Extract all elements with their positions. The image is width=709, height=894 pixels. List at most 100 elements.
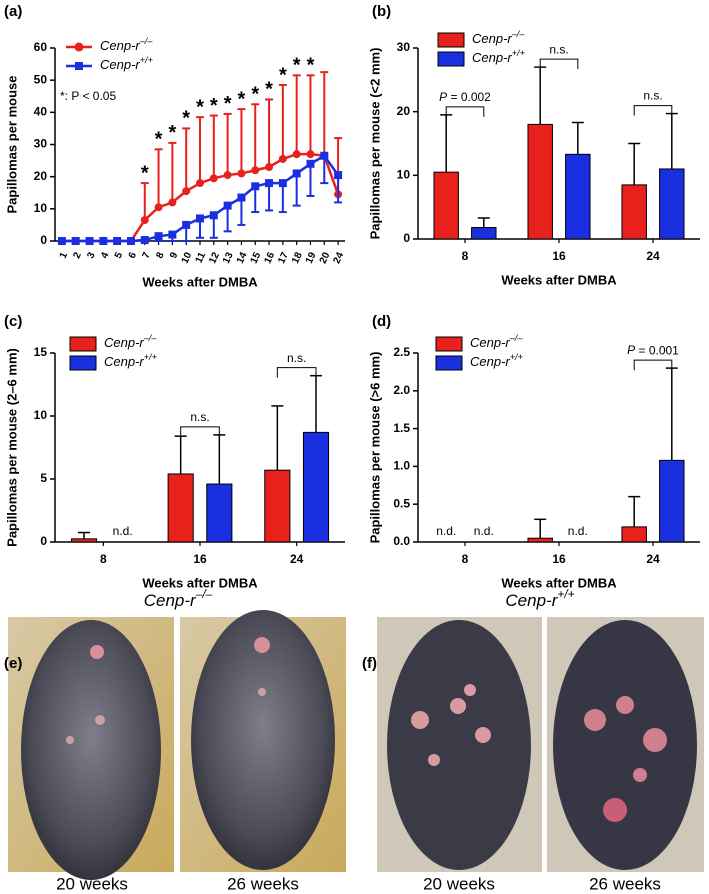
- significance-mark: *: [224, 93, 232, 115]
- panel-letter: (f): [362, 655, 377, 672]
- x-tick-label: 19: [304, 250, 319, 265]
- chart-panel: (c) 0 5 10 15 Papillomas per mouse (2–6 mm) We…: [4, 313, 345, 590]
- point: [209, 211, 218, 220]
- x-tick-label: 16: [552, 552, 566, 566]
- comparison-label: n.s.: [643, 89, 662, 103]
- bar: [621, 526, 647, 543]
- y-tick-label: 0: [40, 534, 47, 548]
- significance-mark: *: [210, 95, 218, 117]
- x-tick-label: 16: [262, 250, 277, 265]
- x-tick-label: 20: [318, 250, 333, 265]
- point: [99, 237, 108, 245]
- significance-mark: *: [196, 96, 204, 118]
- x-axis-title: Weeks after DMBA: [142, 274, 258, 289]
- comparison-label: n.s.: [287, 351, 306, 365]
- point: [113, 237, 122, 245]
- point: [140, 216, 149, 225]
- bar: [302, 431, 330, 543]
- comparison-bracket: [445, 106, 485, 117]
- x-tick-label: 8: [462, 552, 469, 566]
- x-tick-label: 8: [154, 250, 167, 260]
- y-tick-label: 10: [34, 408, 48, 422]
- x-tick-label: 5: [113, 250, 126, 260]
- point: [223, 171, 232, 180]
- y-tick-label: 0.5: [393, 496, 410, 510]
- point: [292, 150, 301, 159]
- significance-mark: *: [238, 88, 246, 110]
- y-tick-label: 0.0: [393, 534, 410, 548]
- y-tick-label: 10: [34, 201, 48, 215]
- legend-label: Cenp-r+/+: [104, 352, 157, 369]
- tumor: [428, 754, 440, 766]
- y-tick-label: 0: [40, 233, 47, 247]
- legend-marker: [74, 42, 84, 52]
- y-axis-title: Papillomas per mouse (2–6 mm): [4, 348, 19, 547]
- chart-panel: (d) 0.0 0.5 1.0 1.5 2.0 2.5 Papillomas per mous…: [367, 313, 700, 590]
- legend-swatch: [69, 355, 97, 371]
- bar: [527, 123, 553, 240]
- panel-title: Cenp-r+/+: [505, 587, 574, 610]
- point: [182, 187, 191, 196]
- point: [237, 193, 246, 202]
- x-tick-label: 11: [194, 250, 209, 265]
- x-tick-label: 4: [99, 250, 112, 260]
- legend-label: Cenp-r+/+: [472, 48, 525, 65]
- x-tick-label: 1: [58, 250, 71, 260]
- y-tick-label: 50: [34, 72, 48, 86]
- x-tick-label: 8: [462, 249, 469, 263]
- panel-title: Cenp-r–/–: [144, 587, 213, 610]
- point: [168, 230, 177, 239]
- value-label: n.d.: [436, 524, 456, 538]
- significance-mark: *: [265, 79, 273, 101]
- y-tick-label: 30: [397, 40, 411, 54]
- legend-label: Cenp-r+/+: [470, 352, 523, 369]
- x-tick-label: 14: [235, 250, 250, 265]
- significance-mark: *: [168, 122, 176, 144]
- tumor: [411, 711, 429, 729]
- x-tick-label: 17: [276, 250, 291, 265]
- legend-label: Cenp-r–/–: [104, 333, 157, 350]
- comparison-label: n.s.: [190, 410, 209, 424]
- point: [209, 174, 218, 183]
- x-axis-title: Weeks after DMBA: [501, 575, 617, 590]
- significance-mark: *: [251, 84, 259, 106]
- bar: [527, 537, 553, 543]
- note: *: P < 0.05: [60, 89, 116, 103]
- panel-letter: (d): [372, 313, 391, 330]
- legend-swatch: [435, 336, 463, 352]
- y-tick-label: 40: [34, 105, 48, 119]
- y-tick-label: 1.0: [393, 459, 410, 473]
- point: [196, 214, 204, 223]
- significance-mark: *: [279, 64, 287, 86]
- mouse: [387, 620, 531, 870]
- tumor: [603, 798, 627, 822]
- x-tick-label: 16: [193, 552, 207, 566]
- point: [182, 220, 191, 229]
- bar: [70, 538, 98, 543]
- point: [196, 179, 204, 188]
- comparison-bracket: [180, 426, 220, 437]
- panel-letter: (b): [372, 3, 391, 20]
- mouse: [553, 620, 697, 870]
- y-tick-label: 0: [403, 231, 410, 245]
- significance-mark: *: [307, 55, 315, 77]
- legend-label: Cenp-r–/–: [100, 36, 153, 53]
- x-tick-label: 24: [332, 250, 347, 265]
- x-tick-label: 10: [180, 250, 195, 265]
- tumor: [66, 736, 74, 744]
- significance-mark: *: [141, 162, 149, 184]
- y-axis-title: Papillomas per mouse (>6 mm): [367, 352, 382, 544]
- bar: [621, 184, 647, 240]
- comparison-bracket: [276, 367, 317, 378]
- photos: [8, 610, 704, 880]
- y-tick-label: 10: [397, 168, 411, 182]
- y-tick-label: 1.5: [393, 421, 410, 435]
- legend-swatch: [437, 32, 465, 48]
- x-tick-label: 3: [85, 250, 98, 260]
- legend-label: Cenp-r–/–: [470, 333, 523, 350]
- panel-letter: (a): [4, 3, 22, 20]
- y-tick-label: 60: [34, 40, 48, 54]
- legend-label: Cenp-r–/–: [472, 29, 525, 46]
- point: [154, 203, 163, 212]
- y-tick-label: 2.5: [393, 345, 410, 359]
